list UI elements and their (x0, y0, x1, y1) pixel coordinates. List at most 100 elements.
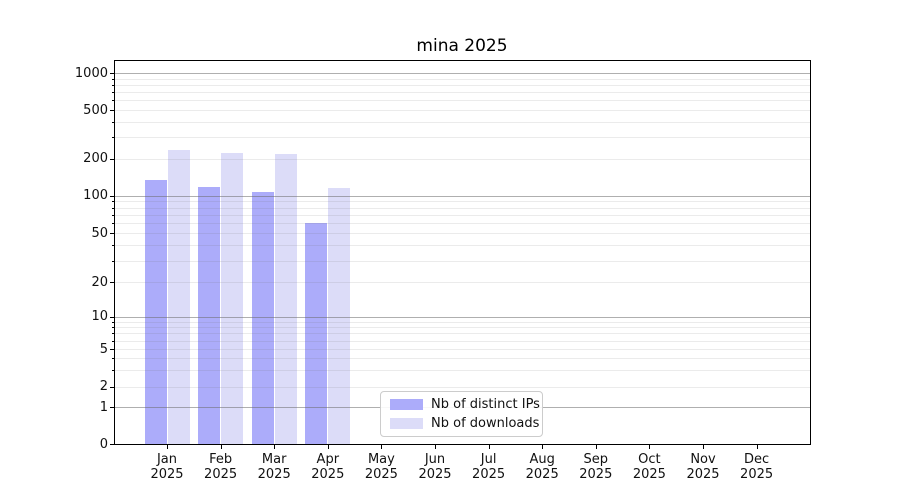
x-tick-mark (542, 445, 544, 449)
y-tick-mark-minor (112, 85, 114, 87)
x-tick-label: Nov 2025 (686, 452, 720, 482)
x-tick-label: Feb 2025 (204, 452, 238, 482)
y-tick-mark-minor (112, 386, 114, 388)
gridline-minor (114, 201, 810, 203)
y-tick-mark-minor (112, 214, 114, 216)
gridline-minor (114, 110, 810, 111)
x-tick-label: Jan 2025 (150, 452, 184, 482)
y-tick-mark-minor (112, 327, 114, 329)
x-tick-mark (274, 445, 276, 449)
y-tick-mark-minor (112, 358, 114, 360)
y-tick-label: 1 (99, 399, 108, 415)
bar-downloads-1 (221, 153, 244, 444)
y-tick-label: 2 (99, 379, 108, 395)
legend-swatch (390, 399, 423, 411)
gridline-minor (114, 349, 810, 350)
x-tick-mark (220, 445, 222, 449)
gridline-minor (114, 207, 810, 209)
x-tick-label: Sep 2025 (579, 452, 613, 482)
x-tick-label: Dec 2025 (740, 452, 774, 482)
y-tick-mark-minor (112, 260, 114, 262)
gridline-minor (114, 137, 810, 139)
legend-swatch (390, 417, 423, 429)
y-tick-mark-minor (112, 370, 114, 372)
plot-border-top (114, 60, 810, 61)
gridline-minor (114, 282, 810, 284)
bar-downloads-0 (167, 150, 190, 444)
y-tick-mark-minor (112, 321, 114, 323)
gridline-minor (114, 78, 810, 80)
y-tick-mark-minor (112, 100, 114, 102)
chart-title: mina 2025 (416, 36, 508, 56)
x-tick-mark (435, 445, 436, 449)
gridline-major (114, 195, 810, 197)
bar-distinct-ips-0 (144, 180, 167, 444)
gridline-minor (114, 158, 810, 160)
y-tick-mark (110, 444, 114, 445)
x-tick-label: May 2025 (364, 452, 398, 482)
gridline-minor (114, 100, 810, 102)
x-tick-label: Apr 2025 (311, 452, 345, 482)
y-tick-mark (110, 195, 114, 197)
gridline-minor (114, 214, 810, 216)
y-tick-label: 20 (91, 274, 108, 290)
gridline-major (114, 316, 810, 318)
bar-distinct-ips-1 (198, 187, 221, 444)
x-tick-label: Aug 2025 (525, 452, 559, 482)
y-tick-mark-minor (112, 349, 114, 350)
x-tick-mark (167, 445, 168, 449)
y-tick-mark-minor (112, 340, 114, 342)
x-tick-mark (595, 445, 597, 449)
y-tick-label: 10 (91, 309, 108, 325)
x-tick-mark (649, 445, 651, 449)
bar-downloads-2 (274, 154, 297, 444)
bar-downloads-3 (328, 188, 351, 444)
x-tick-mark (381, 445, 383, 449)
y-tick-label: 50 (91, 225, 108, 241)
gridline-minor (114, 121, 810, 123)
gridline-minor (114, 92, 810, 94)
y-tick-mark-minor (112, 158, 114, 160)
x-tick-mark (756, 445, 758, 449)
y-tick-mark (110, 316, 114, 318)
y-tick-mark-minor (112, 333, 114, 335)
gridline-minor (114, 370, 810, 372)
legend-label: Nb of distinct IPs (431, 397, 540, 413)
y-tick-label: 500 (83, 102, 108, 118)
gridline-minor (114, 233, 810, 235)
y-tick-label: 200 (83, 151, 108, 167)
y-tick-mark-minor (112, 110, 114, 111)
y-tick-mark-minor (112, 201, 114, 203)
legend-item-distinct-ips: Nb of distinct IPs (381, 397, 542, 412)
gridline-minor (114, 333, 810, 335)
y-tick-mark-minor (112, 78, 114, 80)
x-tick-label: Jun 2025 (418, 452, 452, 482)
plot-border-left (114, 60, 115, 444)
y-tick-mark-minor (112, 245, 114, 247)
legend-label: Nb of downloads (431, 415, 540, 431)
legend: Nb of distinct IPs Nb of downloads (380, 391, 543, 437)
legend-item-downloads: Nb of downloads (381, 416, 542, 431)
x-tick-mark (327, 445, 329, 449)
y-tick-mark-minor (112, 233, 114, 235)
gridline-minor (114, 327, 810, 329)
y-tick-mark-minor (112, 92, 114, 94)
y-tick-label: 100 (83, 188, 108, 203)
y-tick-mark-minor (112, 121, 114, 123)
plot-border-right (810, 60, 811, 444)
gridline-minor (114, 260, 810, 262)
x-tick-label: Oct 2025 (632, 452, 666, 482)
y-tick-mark (110, 407, 114, 408)
y-tick-mark-minor (112, 223, 114, 225)
gridline-minor (114, 340, 810, 342)
gridline-minor (114, 85, 810, 87)
gridline-minor (114, 321, 810, 323)
gridline-minor (114, 245, 810, 247)
gridline-minor (114, 223, 810, 225)
y-tick-mark (110, 73, 114, 75)
plot-border-bottom (114, 444, 811, 445)
y-tick-mark-minor (112, 207, 114, 209)
y-tick-label: 5 (99, 341, 108, 357)
y-tick-label: 0 (99, 436, 108, 452)
x-tick-label: Mar 2025 (257, 452, 291, 482)
